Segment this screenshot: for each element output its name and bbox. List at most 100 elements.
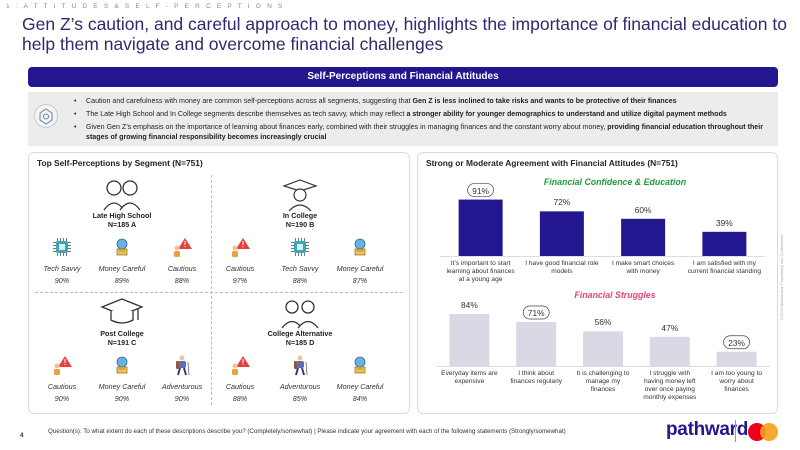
hiker-icon: [171, 354, 193, 376]
chart-bar: [458, 199, 503, 256]
trait-percentage: 88%: [232, 394, 248, 403]
segment-n: N=185 A: [107, 220, 137, 229]
segment-name: Post College: [100, 329, 144, 338]
bar-value-label: 23%: [728, 337, 745, 348]
trait-label: Money Careful: [336, 382, 384, 391]
trait-percentage: 90%: [54, 394, 70, 403]
warning-person-icon: [229, 354, 251, 376]
quadrant-divider-h: [35, 292, 403, 293]
segment-icon: [98, 178, 146, 217]
category-label: I think about finances regularly: [510, 370, 563, 385]
piggy-bank-icon: [349, 354, 371, 376]
chart-bar: [539, 211, 584, 256]
highlight-ring: [723, 335, 750, 350]
trait-percentage: 97%: [232, 276, 248, 285]
chart-bar: [516, 321, 557, 366]
segment-name: Late High School: [92, 211, 152, 220]
insight-list: Caution and carefulness with money are c…: [70, 96, 774, 145]
highlight-ring: [467, 183, 494, 197]
warning-person-icon: [229, 236, 251, 258]
page-number: 4: [20, 432, 24, 439]
chip-icon: [289, 236, 311, 258]
category-label: I struggle with having money left over o…: [643, 370, 697, 401]
bar-value-label: 71%: [527, 307, 545, 318]
trait-percentage: 84%: [352, 394, 368, 403]
trait-percentage: 90%: [114, 394, 130, 403]
trait-label: Money Careful: [336, 264, 384, 273]
piggy-bank-icon: [111, 354, 133, 376]
segment-icon: [276, 178, 324, 217]
trait-label: Cautious: [47, 382, 77, 391]
trait-label: Tech Savvy: [43, 264, 81, 273]
logo-separator: [735, 420, 736, 442]
confidence-subtitle: Financial Confidence & Education: [543, 177, 687, 187]
self-perceptions-panel: [28, 152, 410, 414]
category-label: It is challenging to manage my finances: [576, 370, 630, 393]
self-perceptions-title: Top Self-Perceptions by Segment (N=751): [37, 158, 203, 168]
trait-label: Adventurous: [279, 382, 321, 391]
bullet-item: The Late High School and In College segm…: [70, 109, 774, 119]
segment-name: In College: [282, 211, 318, 220]
struggles-subtitle: Financial Struggles: [574, 290, 656, 300]
bar-value-label: 60%: [634, 204, 652, 215]
category-label: I make smart choices with money: [611, 260, 675, 275]
trait-percentage: 90%: [54, 276, 70, 285]
chart-bar: [716, 351, 757, 366]
bullet-item: Caution and carefulness with money are c…: [70, 96, 774, 106]
section-tag: 1 : A T T I T U D E S & S E L F - P E R …: [6, 3, 285, 10]
copyright-note: ©2024 Mastercard. Proprietary and Confid…: [779, 235, 784, 320]
chip-icon: [51, 236, 73, 258]
category-label: It’s important to start learning about f…: [446, 260, 515, 283]
chart-bar: [583, 331, 623, 366]
hiker-icon: [289, 354, 311, 376]
trait-percentage: 88%: [292, 276, 308, 285]
segment-n: N=185 D: [285, 338, 315, 347]
segment-n: N=190 B: [285, 220, 315, 229]
segment-icon: [276, 296, 324, 335]
bar-value-label: 91%: [472, 185, 489, 196]
page-title: Gen Z’s caution, and careful approach to…: [22, 14, 787, 54]
trait-percentage: 89%: [114, 276, 130, 285]
category-label: I am satisfied with my current financial…: [687, 260, 762, 275]
question-footnote: Question(s): To what extent do each of t…: [48, 428, 566, 435]
highlight-ring: [522, 305, 550, 320]
segment-icon: [98, 296, 146, 335]
category-label: I am too young to worry about finances: [711, 370, 763, 393]
segment-n: N=191 C: [107, 338, 137, 347]
segment-name: College Alternative: [267, 329, 333, 338]
insight-icon: [34, 104, 58, 128]
trait-percentage: 85%: [292, 394, 308, 403]
bar-value-label: 84%: [461, 299, 478, 310]
trait-percentage: 90%: [174, 394, 190, 403]
financial-attitudes-panel: [417, 152, 778, 414]
trait-label: Cautious: [167, 264, 197, 273]
trait-label: Money Careful: [98, 264, 146, 273]
mastercard-logo-icon: [748, 423, 778, 441]
pathward-logo: pathward: [666, 419, 749, 440]
piggy-bank-icon: [349, 236, 371, 258]
bar-value-label: 56%: [594, 317, 612, 328]
category-label: Everyday items are expensive: [441, 370, 498, 385]
trait-label: Cautious: [225, 264, 255, 273]
chart-bar: [449, 313, 490, 366]
chart-bar: [621, 218, 666, 256]
bullet-item: Given Gen Z’s emphasis on the importance…: [70, 122, 774, 142]
trait-label: Adventurous: [161, 382, 203, 391]
quadrant-divider-v: [211, 175, 212, 405]
bar-value-label: 39%: [715, 217, 733, 228]
trait-percentage: 88%: [174, 276, 190, 285]
warning-person-icon: [171, 236, 193, 258]
category-label: I have good financial role models: [525, 260, 599, 275]
section-banner: Self-Perceptions and Financial Attitudes: [28, 67, 778, 87]
chart-bar: [649, 336, 690, 366]
bar-value-label: 47%: [661, 322, 679, 333]
trait-percentage: 87%: [352, 276, 368, 285]
bar-value-label: 72%: [553, 197, 571, 208]
trait-label: Cautious: [225, 382, 255, 391]
chart-bar: [702, 231, 747, 256]
piggy-bank-icon: [111, 236, 133, 258]
trait-label: Tech Savvy: [281, 264, 319, 273]
warning-person-icon: [51, 354, 73, 376]
trait-label: Money Careful: [98, 382, 146, 391]
financial-attitudes-title: Strong or Moderate Agreement with Financ…: [426, 158, 678, 168]
